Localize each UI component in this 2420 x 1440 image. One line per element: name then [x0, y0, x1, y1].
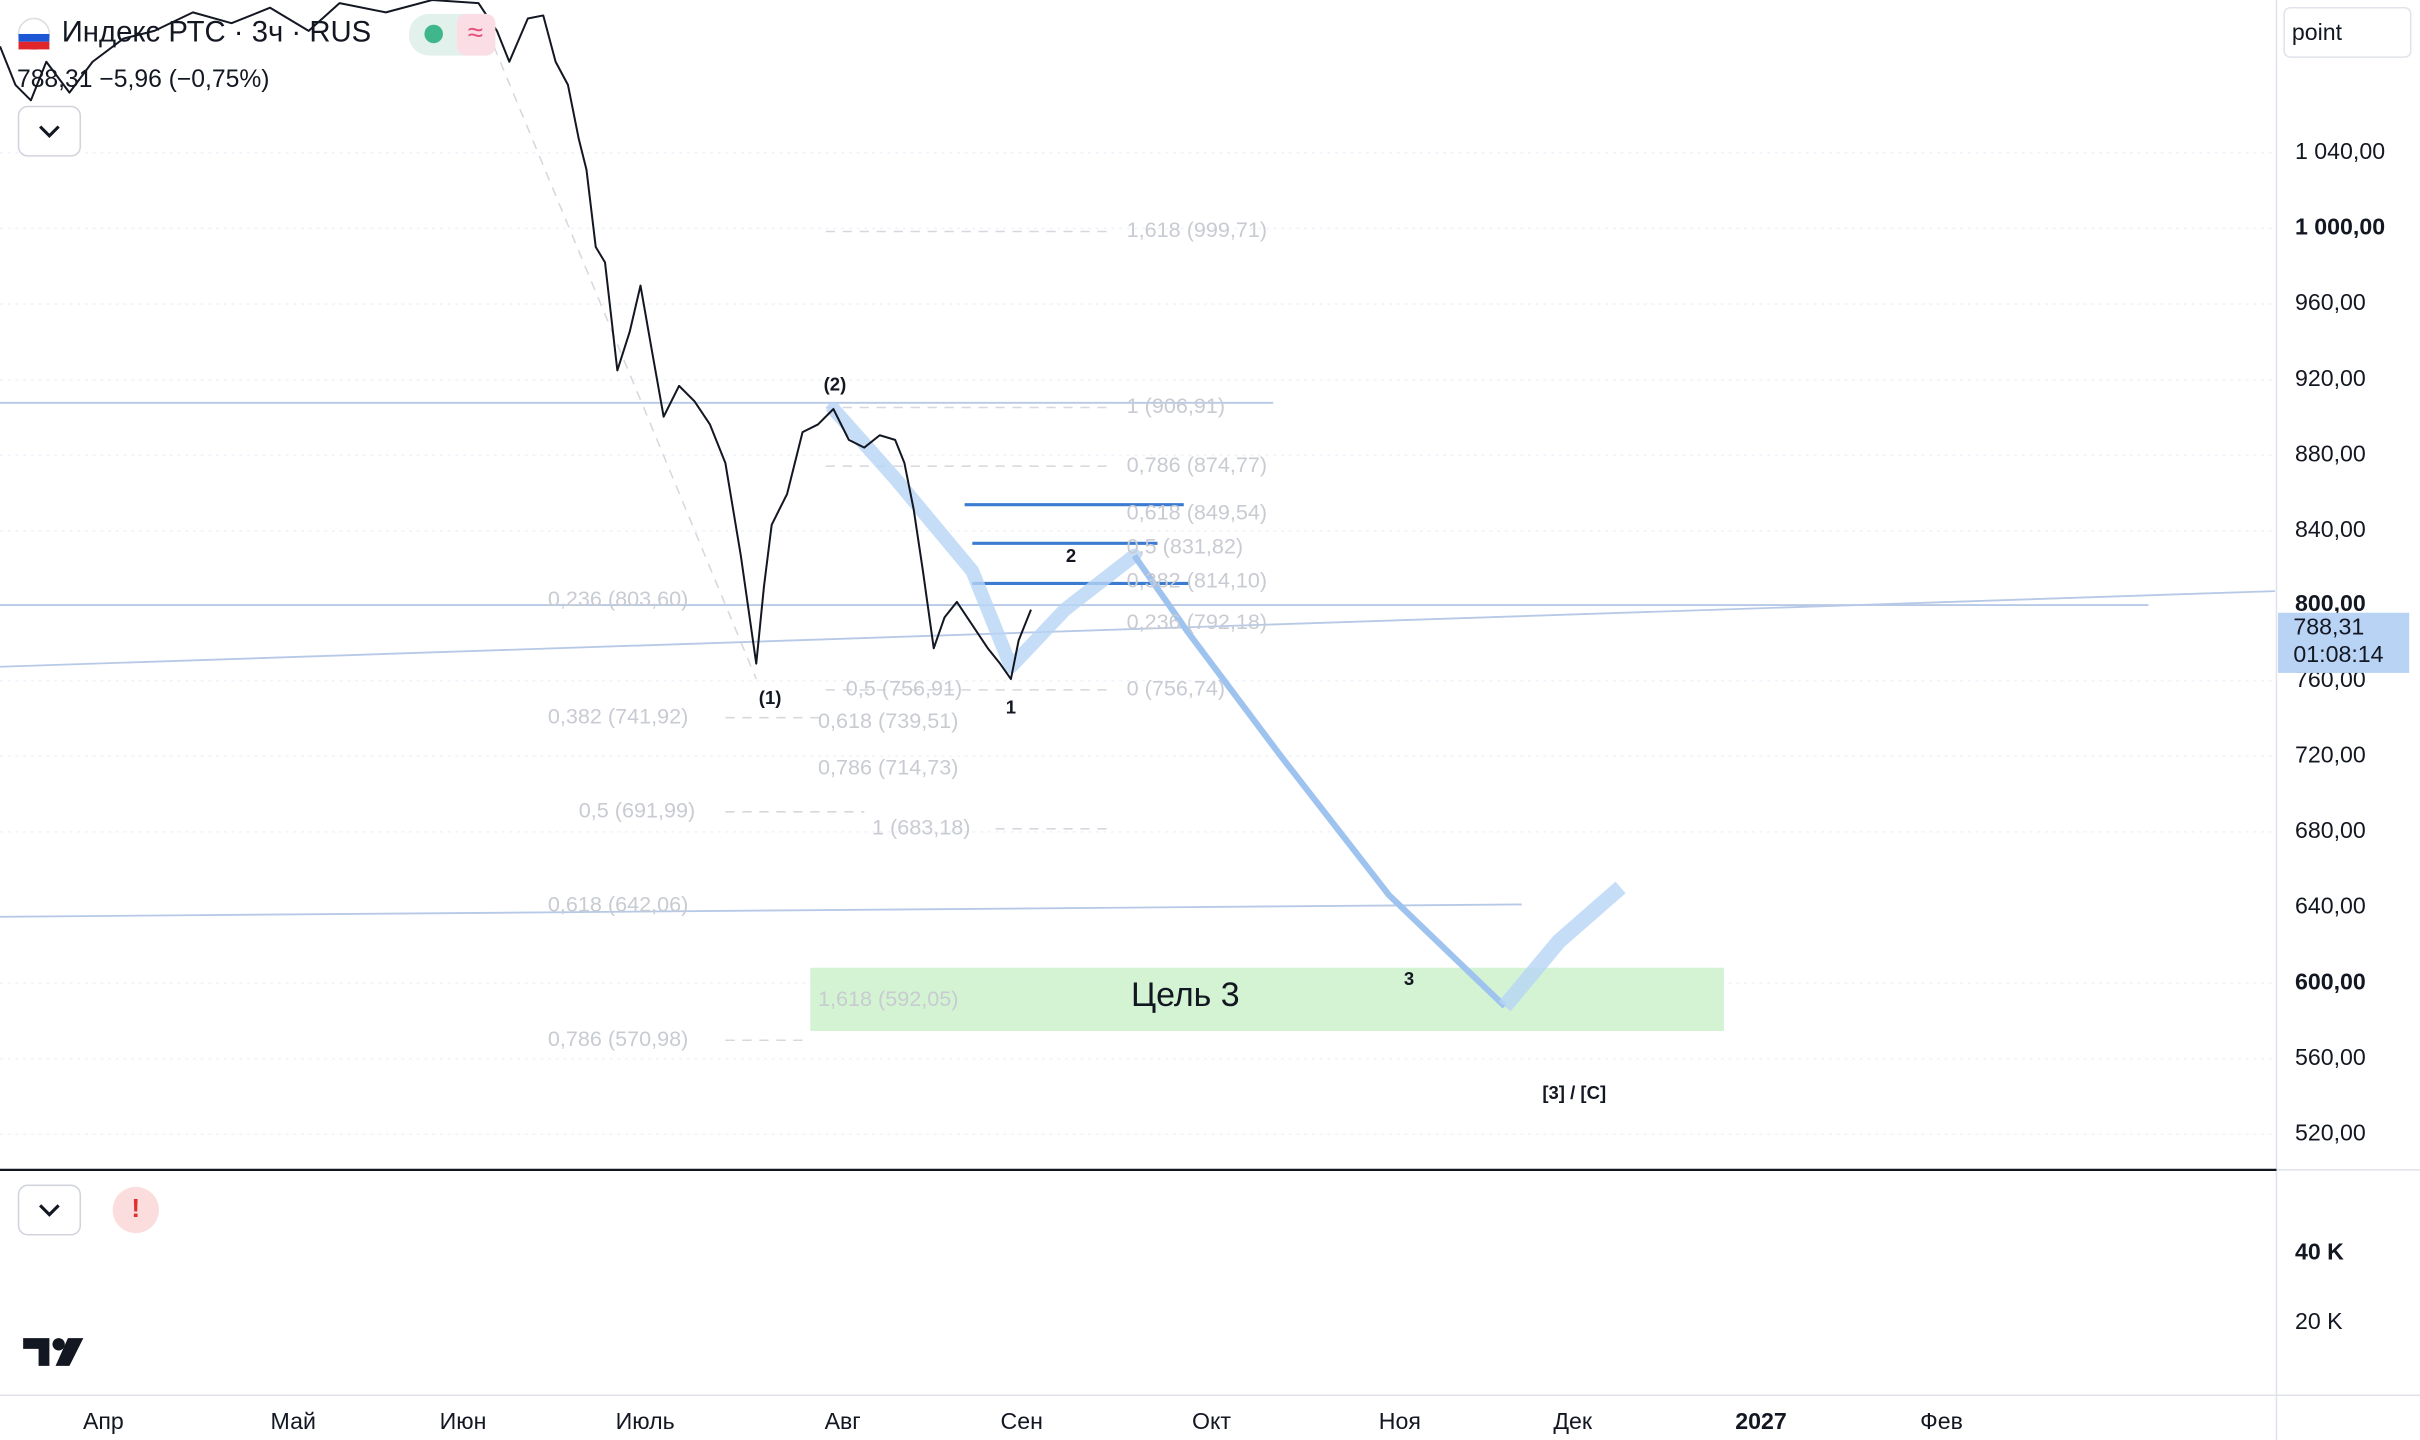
flag-icon	[18, 33, 50, 42]
wave-label: (2)	[824, 374, 847, 395]
wave-labels: (2) (1) 1 2 3 [3] / [C]	[759, 374, 1606, 1103]
fib-label: 0,618 (739,51)	[818, 708, 958, 733]
wave-label: [3] / [C]	[1542, 1082, 1606, 1103]
status-icon: ≈	[468, 16, 483, 47]
fib-levels	[493, 46, 1112, 1042]
input-text[interactable]: point	[2292, 19, 2343, 45]
time-label: Апр	[83, 1408, 124, 1434]
price-label: 520,00	[2295, 1120, 2366, 1146]
time-axis: Апр Май Июн Июль Авг Сен Окт Ноя Дек 202…	[83, 1408, 1963, 1434]
error-icon: !	[131, 1193, 140, 1223]
fib-label: 0,382 (741,92)	[548, 703, 688, 728]
fib-label: 0,382 (814,10)	[1127, 568, 1267, 593]
search-input[interactable]	[2283, 6, 2412, 58]
fib-label: 0,618 (849,54)	[1127, 500, 1267, 525]
fib-label: 0,5 (831,82)	[1127, 534, 1243, 559]
time-label: Сен	[1001, 1408, 1043, 1434]
forecast-path	[1131, 553, 1507, 1009]
time-label: Дек	[1553, 1408, 1593, 1434]
collapse-button[interactable]	[17, 1184, 82, 1236]
price-label: 1 000,00	[2295, 214, 2385, 240]
price-series	[0, 0, 1032, 681]
fib-label: 1,618 (999,71)	[1127, 217, 1267, 242]
time-label: 2027	[1735, 1408, 1786, 1434]
time-label: Авг	[825, 1408, 861, 1434]
fib-label: 0,5 (756,91)	[846, 676, 962, 701]
time-label: Фев	[1920, 1408, 1963, 1434]
countdown: 01:08:14	[2293, 641, 2383, 667]
time-label: Июн	[440, 1408, 487, 1434]
volume-label: 20 K	[2295, 1308, 2343, 1334]
price-label: 840,00	[2295, 516, 2366, 542]
wave-label: (1)	[759, 687, 782, 708]
tradingview-logo	[23, 1338, 84, 1366]
target-label: Цель 3	[1131, 976, 1240, 1014]
price-label: 1 040,00	[2295, 138, 2385, 164]
fib-label: 0,618 (642,06)	[548, 892, 688, 917]
wave-label: 1	[1006, 696, 1016, 717]
fib-label: 0,786 (874,77)	[1127, 452, 1267, 477]
price-label: 640,00	[2295, 893, 2366, 919]
flag-icon	[18, 41, 50, 50]
symbol-title: Индекс РТС · 3ч · RUS	[62, 16, 371, 49]
fib-label: 0,236 (792,18)	[1127, 609, 1267, 634]
fib-label: 0,786 (570,98)	[548, 1026, 688, 1051]
price-label: 560,00	[2295, 1044, 2366, 1070]
chevron-icon	[39, 125, 60, 139]
time-label: Ноя	[1379, 1408, 1421, 1434]
time-label: Окт	[1192, 1408, 1231, 1434]
market-status	[424, 24, 443, 44]
wave-label: 2	[1066, 545, 1076, 566]
wave-label: 3	[1404, 968, 1414, 989]
target-zone	[810, 967, 1724, 1031]
fib-label: 0 (756,74)	[1127, 676, 1225, 701]
chevron-icon	[39, 1204, 60, 1217]
price-label: 720,00	[2295, 741, 2366, 767]
fib-label: 0,786 (714,73)	[818, 754, 958, 779]
price-label: 920,00	[2295, 365, 2366, 391]
fib-labels: 1,618 (999,71) 1 (906,91) 0,786 (874,77)…	[548, 217, 1267, 1051]
last-price: 788,31	[2293, 613, 2364, 639]
volume-label: 40 K	[2295, 1238, 2344, 1264]
time-label: Июль	[616, 1408, 675, 1434]
collapse-button[interactable]	[17, 105, 82, 157]
fib-label: 1 (906,91)	[1127, 393, 1225, 418]
time-label: Май	[271, 1408, 316, 1434]
price-change: 788,31 −5,96 (−0,75%)	[17, 66, 270, 93]
status-pill	[456, 13, 496, 56]
price-axis: 1 040,00 1 000,00 960,00 920,00 880,00 8…	[2295, 138, 2385, 1146]
grid	[0, 152, 2277, 1136]
fib-label: 1,618 (592,05)	[818, 986, 958, 1011]
forecast-path	[826, 402, 1142, 674]
price-label: 600,00	[2295, 968, 2366, 994]
error-button[interactable]	[112, 1186, 159, 1234]
last-price-badge	[2278, 612, 2410, 673]
fib-label: 0,236 (803,60)	[548, 586, 688, 611]
price-label: 960,00	[2295, 289, 2366, 315]
price-label: 680,00	[2295, 817, 2366, 843]
forecast-path	[1498, 881, 1626, 1012]
price-label: 880,00	[2295, 440, 2366, 466]
price-label: 800,00	[2295, 590, 2366, 616]
fib-label: 1 (683,18)	[872, 815, 970, 840]
fib-label: 0,5 (691,99)	[579, 798, 695, 823]
